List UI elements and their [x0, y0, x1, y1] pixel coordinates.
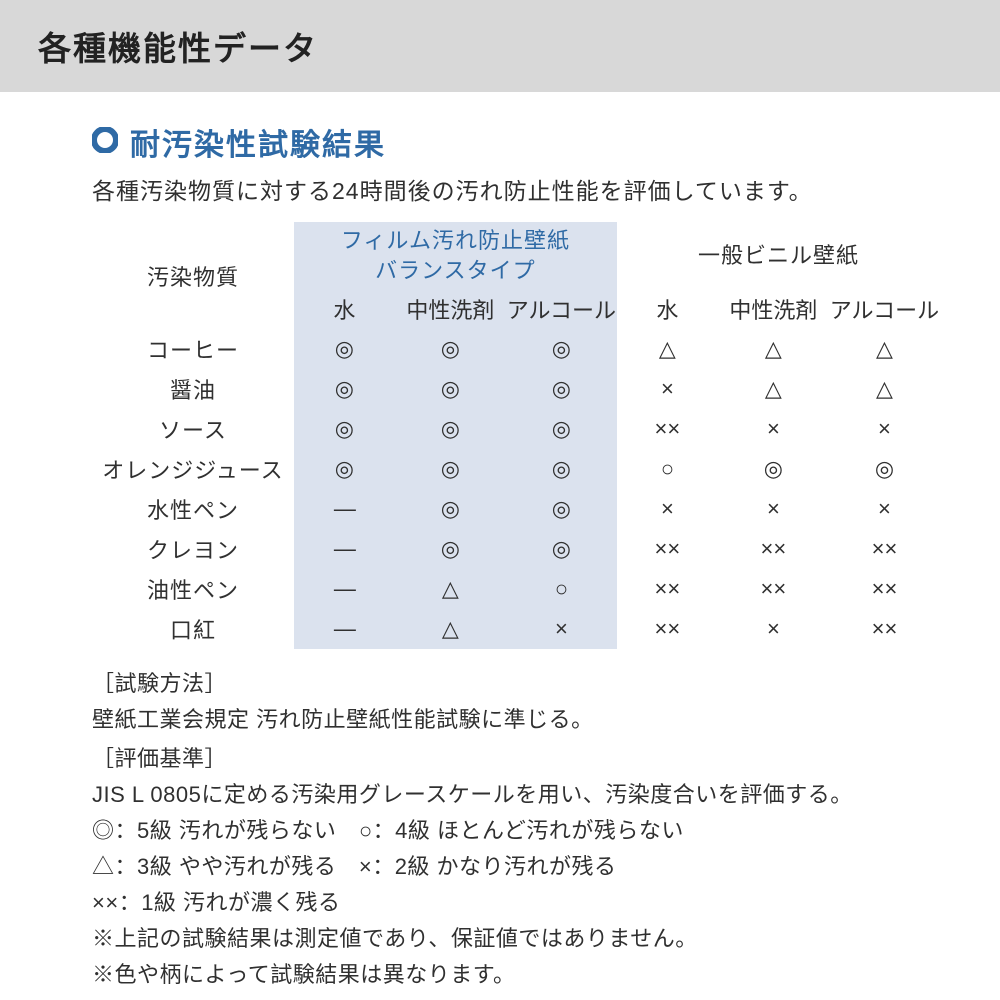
row-label: コーヒー: [92, 329, 294, 369]
cell: △: [395, 609, 506, 649]
cell: ××: [829, 609, 940, 649]
cell: ◎: [294, 329, 395, 369]
cell: ◎: [395, 489, 506, 529]
cell: ×: [829, 409, 940, 449]
circle-bullet-icon: [92, 127, 118, 158]
row-label: 水性ペン: [92, 489, 294, 529]
cell: △: [829, 329, 940, 369]
cell: ××: [829, 569, 940, 609]
cell: ×: [506, 609, 617, 649]
cell: △: [617, 329, 718, 369]
cell: ×: [718, 489, 829, 529]
criteria-label: ［評価基準］: [92, 742, 940, 776]
table-row: 油性ペン ― △ ○ ×× ×× ××: [92, 569, 940, 609]
cell: ○: [506, 569, 617, 609]
notes-block: ［試験方法］ 壁紙工業会規定 汚れ防止壁紙性能試験に準じる。 ［評価基準］ JI…: [92, 667, 940, 992]
cell: △: [829, 369, 940, 409]
row-label: 口紅: [92, 609, 294, 649]
cell: ◎: [506, 329, 617, 369]
table-row: 口紅 ― △ × ×× × ××: [92, 609, 940, 649]
cell: ×: [829, 489, 940, 529]
cell: ××: [718, 569, 829, 609]
table-body: コーヒー ◎ ◎ ◎ △ △ △ 醤油 ◎ ◎ ◎ × △ △ ソース ◎ ◎: [92, 329, 940, 649]
cell: ××: [718, 529, 829, 569]
table-row: 水性ペン ― ◎ ◎ × × ×: [92, 489, 940, 529]
subcol-0: 水: [294, 289, 395, 329]
legend-line-2: △：3級 やや汚れが残る ×：2級 かなり汚れが残る: [92, 850, 940, 884]
cell: ××: [617, 409, 718, 449]
cell: ×: [718, 609, 829, 649]
table-row: クレヨン ― ◎ ◎ ×× ×× ××: [92, 529, 940, 569]
cell: △: [718, 369, 829, 409]
content-area: 耐汚染性試験結果 各種汚染物質に対する24時間後の汚れ防止性能を評価しています。…: [0, 92, 1000, 992]
section-subtitle: 耐汚染性試験結果: [130, 120, 386, 164]
col-group-b: 一般ビニル壁紙: [617, 222, 940, 289]
cell: ―: [294, 569, 395, 609]
subcol-3: 水: [617, 289, 718, 329]
table-row: コーヒー ◎ ◎ ◎ △ △ △: [92, 329, 940, 369]
cell: ◎: [395, 369, 506, 409]
criteria-text: JIS L 0805に定める汚染用グレースケールを用い、汚染度合いを評価する。: [92, 778, 940, 812]
cell: ××: [617, 569, 718, 609]
cell: △: [718, 329, 829, 369]
cell: ◎: [506, 409, 617, 449]
section-description: 各種汚染物質に対する24時間後の汚れ防止性能を評価しています。: [92, 172, 940, 206]
test-method-label: ［試験方法］: [92, 667, 940, 701]
col-group-a: フィルム汚れ防止壁紙 バランスタイプ: [294, 222, 617, 289]
cell: ×: [718, 409, 829, 449]
cell: ―: [294, 489, 395, 529]
cell: ××: [617, 529, 718, 569]
table-row: オレンジジュース ◎ ◎ ◎ ○ ◎ ◎: [92, 449, 940, 489]
cell: ××: [617, 609, 718, 649]
col-group-a-line1: フィルム汚れ防止壁紙: [294, 226, 617, 256]
subcol-4: 中性洗剤: [718, 289, 829, 329]
disclaimer-1: ※上記の試験結果は測定値であり、保証値ではありません。: [92, 922, 940, 956]
legend-line-3: ××：1級 汚れが濃く残る: [92, 886, 940, 920]
cell: ◎: [395, 449, 506, 489]
test-method-text: 壁紙工業会規定 汚れ防止壁紙性能試験に準じる。: [92, 703, 940, 737]
col-group-a-line2: バランスタイプ: [294, 256, 617, 286]
disclaimer-2: ※色や柄によって試験結果は異なります。: [92, 958, 940, 992]
row-label: 醤油: [92, 369, 294, 409]
page-title: 各種機能性データ: [38, 22, 1000, 70]
cell: ◎: [829, 449, 940, 489]
cell: ×: [617, 489, 718, 529]
cell: ◎: [506, 369, 617, 409]
results-table: 汚染物質 フィルム汚れ防止壁紙 バランスタイプ 一般ビニル壁紙 水 中性洗剤 ア…: [92, 222, 940, 649]
row-label: オレンジジュース: [92, 449, 294, 489]
row-label: ソース: [92, 409, 294, 449]
row-label: 油性ペン: [92, 569, 294, 609]
cell: ◎: [294, 409, 395, 449]
cell: ◎: [506, 489, 617, 529]
subcol-2: アルコール: [506, 289, 617, 329]
cell: ―: [294, 529, 395, 569]
header-band: 各種機能性データ: [0, 0, 1000, 92]
cell: ××: [829, 529, 940, 569]
cell: ◎: [395, 409, 506, 449]
cell: ―: [294, 609, 395, 649]
subcol-1: 中性洗剤: [395, 289, 506, 329]
cell: ×: [617, 369, 718, 409]
cell: ◎: [506, 449, 617, 489]
row-label: クレヨン: [92, 529, 294, 569]
col-header-substance: 汚染物質: [92, 222, 294, 329]
cell: ◎: [294, 449, 395, 489]
cell: ◎: [506, 529, 617, 569]
subcol-5: アルコール: [829, 289, 940, 329]
table-row: ソース ◎ ◎ ◎ ×× × ×: [92, 409, 940, 449]
table-row: 醤油 ◎ ◎ ◎ × △ △: [92, 369, 940, 409]
cell: △: [395, 569, 506, 609]
cell: ◎: [395, 529, 506, 569]
cell: ◎: [294, 369, 395, 409]
cell: ◎: [395, 329, 506, 369]
cell: ○: [617, 449, 718, 489]
section-heading-row: 耐汚染性試験結果: [92, 120, 940, 164]
cell: ◎: [718, 449, 829, 489]
legend-line-1: ◎：5級 汚れが残らない ○：4級 ほとんど汚れが残らない: [92, 814, 940, 848]
